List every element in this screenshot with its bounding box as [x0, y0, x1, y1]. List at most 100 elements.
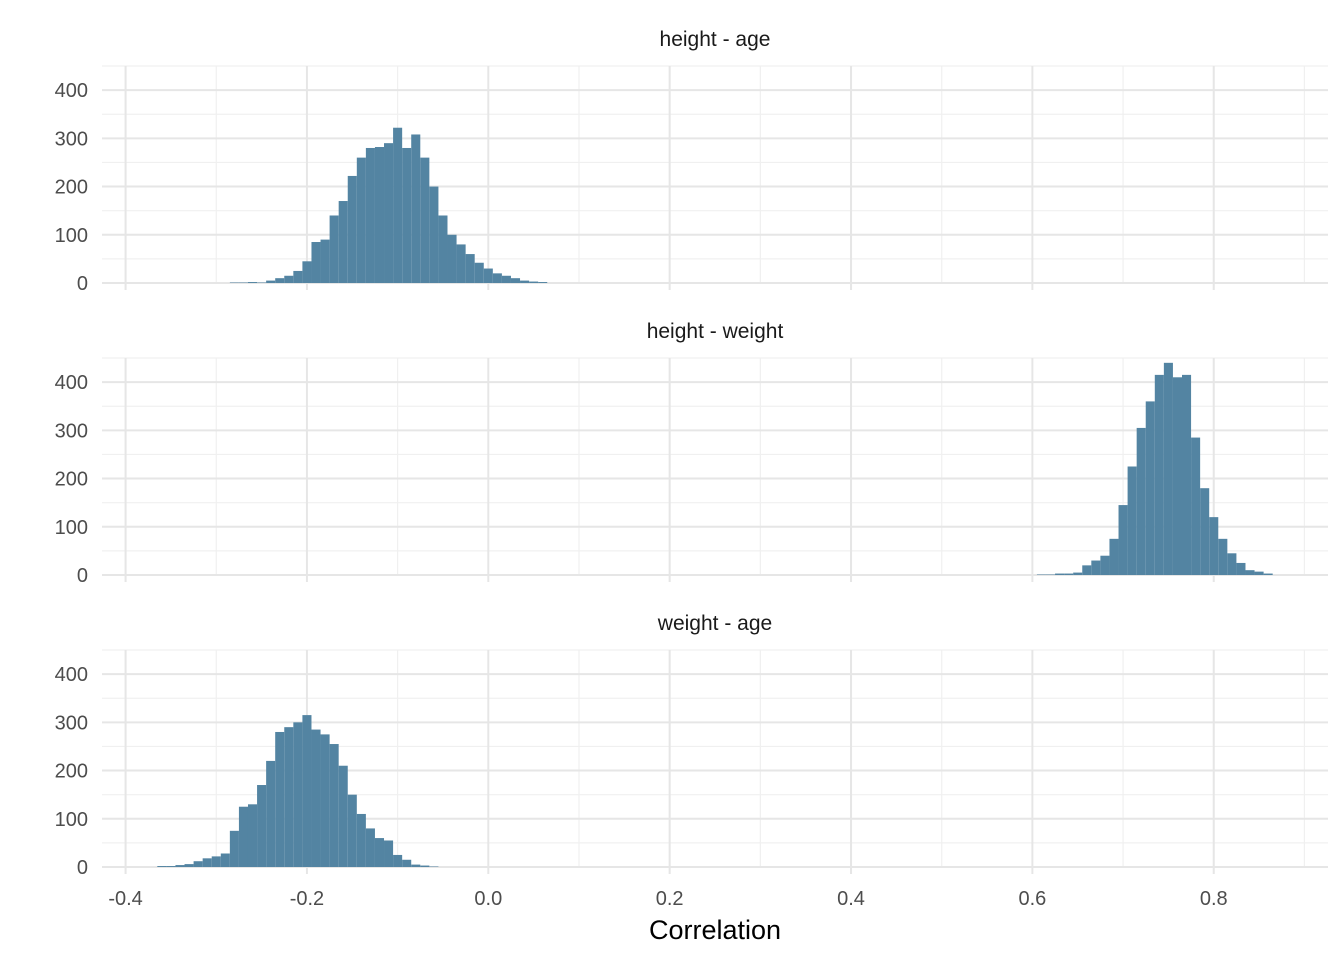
histogram-bar [1145, 401, 1155, 575]
facet-panel: height - age 0 100 200 300 400 [55, 28, 1328, 295]
histogram-bar [456, 244, 466, 283]
histogram-bar [393, 854, 403, 867]
y-tick-label: 200 [55, 469, 88, 491]
histogram-bar [229, 830, 239, 867]
histogram-bar [302, 715, 312, 867]
histogram-bar [193, 861, 203, 867]
histogram-bar [384, 840, 394, 867]
histogram-bar [238, 806, 248, 867]
histogram-bar [220, 853, 230, 867]
histogram-bar [293, 270, 303, 283]
histogram-bar [402, 147, 412, 283]
y-tick-label: 400 [55, 372, 88, 394]
histogram-bar [420, 157, 430, 283]
histogram-bar [374, 147, 385, 283]
histogram-bar [1109, 538, 1119, 575]
y-tick-label: 0 [77, 273, 88, 295]
histogram-bar [1154, 374, 1164, 575]
histogram-bar [329, 744, 339, 867]
histogram-bar [520, 280, 530, 283]
histogram-bar [1163, 362, 1173, 575]
histogram-bar [356, 813, 366, 867]
x-tick-label: 0.6 [1018, 888, 1046, 910]
histogram-bar [311, 242, 321, 283]
histogram-bar [1254, 571, 1264, 575]
histogram-bar [338, 201, 348, 283]
histogram-bar [1091, 560, 1101, 575]
histogram-bar [1182, 374, 1192, 575]
panel-title: height - weight [647, 320, 784, 343]
histogram-bar [247, 282, 258, 283]
histogram-bar [1082, 565, 1092, 575]
histogram-bar [356, 157, 366, 283]
histogram-bar [365, 828, 375, 867]
facet-panel: weight - age 0 100 200 300 400 [55, 612, 1328, 879]
x-tick-label: 0.0 [474, 888, 502, 910]
histogram-bar [1064, 573, 1074, 575]
histogram-bar [157, 866, 167, 867]
histogram-bar [538, 282, 548, 283]
histogram-bar [384, 143, 394, 283]
facet-panel: height - weight 0 100 200 300 400 [55, 320, 1328, 587]
histogram-bar [1172, 377, 1183, 575]
histogram-bar [202, 858, 212, 867]
histogram-bar [1100, 555, 1110, 575]
histogram-bar [1055, 573, 1065, 575]
histogram-bar [465, 254, 475, 283]
histogram-bar [365, 147, 375, 283]
histogram-bar [1209, 517, 1219, 575]
x-tick-label: 0.8 [1200, 888, 1228, 910]
x-tick-label: 0.4 [837, 888, 865, 910]
histogram-bar [311, 729, 321, 867]
histogram-bar [420, 865, 430, 867]
y-tick-label: 300 [55, 128, 88, 150]
histogram-bar [266, 280, 276, 283]
histogram-bar [393, 127, 403, 283]
histogram-bar [492, 273, 502, 283]
histogram-bar [1127, 466, 1137, 575]
y-tick-label: 300 [55, 712, 88, 734]
histogram-bar [293, 722, 303, 867]
y-tick-label: 400 [55, 664, 88, 686]
histogram-bar [1200, 488, 1210, 575]
histogram-bar [275, 731, 285, 867]
x-tick-label: -0.2 [290, 888, 324, 910]
x-axis: -0.4 -0.2 0.0 0.2 0.4 0.6 0.8 [108, 888, 1227, 910]
histogram-bar [374, 838, 385, 867]
histogram-bar [1236, 562, 1246, 575]
histogram-bar [275, 278, 285, 283]
histogram-bar [347, 794, 357, 867]
histogram-bar [474, 262, 484, 283]
histogram-bar [347, 175, 357, 283]
x-axis-title: Correlation [649, 915, 781, 945]
histogram-bar [175, 865, 185, 867]
histogram-bar [1245, 570, 1255, 575]
histogram-bar [166, 866, 176, 867]
histogram-bar [1227, 553, 1237, 575]
histogram-bar [429, 186, 439, 283]
histogram-bar [257, 785, 267, 867]
histogram-bar [302, 261, 312, 283]
histogram-bar [284, 727, 294, 867]
x-tick-label: -0.4 [108, 888, 142, 910]
histogram-bar [211, 856, 221, 867]
y-tick-label: 100 [55, 225, 88, 247]
histogram-bar [447, 234, 457, 283]
histogram-bar [184, 864, 194, 867]
y-tick-label: 100 [55, 517, 88, 539]
histogram-bar [501, 275, 511, 283]
histogram-bar [320, 239, 330, 283]
histogram-bar [1073, 572, 1083, 575]
histogram-bar [329, 215, 339, 283]
histogram-bar [1263, 573, 1273, 575]
histogram-bar [247, 804, 258, 867]
histogram-bar [284, 275, 294, 283]
histogram-bar [529, 281, 539, 283]
histogram-bar [338, 765, 348, 867]
histogram-bar [438, 215, 448, 283]
histogram-bar [1191, 437, 1201, 575]
panel-title: weight - age [657, 612, 772, 635]
y-tick-label: 300 [55, 420, 88, 442]
